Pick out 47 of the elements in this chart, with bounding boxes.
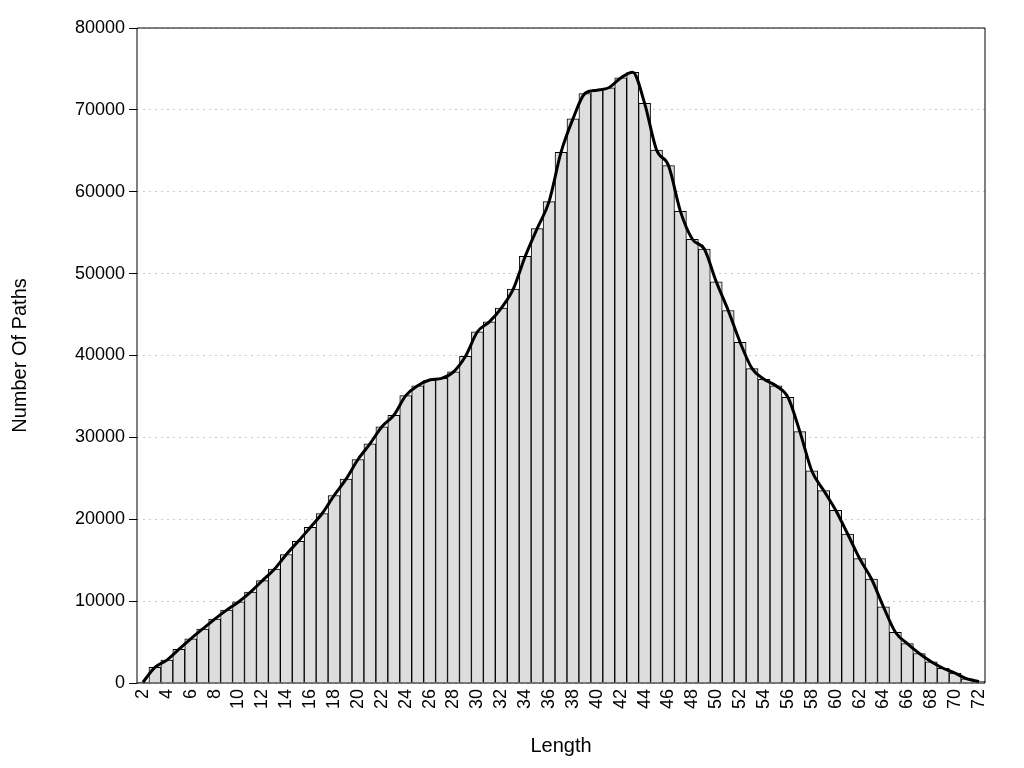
y-tick-label: 30000 xyxy=(74,426,125,447)
x-tick-label: 8 xyxy=(203,689,224,700)
x-tick-label: 58 xyxy=(800,689,821,710)
y-tick-label: 10000 xyxy=(74,590,125,611)
x-tick-label: 30 xyxy=(466,689,487,710)
y-tick-label: 20000 xyxy=(74,508,125,529)
x-tick-label: 46 xyxy=(657,689,678,710)
x-tick-label: 50 xyxy=(705,689,726,710)
x-tick-label: 20 xyxy=(346,689,367,710)
y-tick-label: 80000 xyxy=(74,16,125,37)
x-tick-label: 12 xyxy=(251,689,272,710)
x-tick-label: 18 xyxy=(323,689,344,710)
x-tick-label: 24 xyxy=(394,689,415,710)
y-tick-label: 0 xyxy=(114,671,125,692)
x-tick-label: 2 xyxy=(131,689,152,700)
y-tick-label: 40000 xyxy=(74,344,125,365)
x-axis-title: Length xyxy=(530,733,592,756)
y-tick-label: 50000 xyxy=(74,262,125,283)
x-tick-label: 16 xyxy=(299,689,320,710)
x-tick-label: 60 xyxy=(824,689,845,710)
x-tick-label: 28 xyxy=(442,689,463,710)
x-tick-label: 44 xyxy=(633,689,654,710)
y-tick-label: 60000 xyxy=(74,180,125,201)
x-tick-label: 4 xyxy=(155,689,176,700)
x-tick-label: 42 xyxy=(609,689,630,710)
x-tick-label: 10 xyxy=(227,689,248,710)
x-tick-label: 38 xyxy=(561,689,582,710)
x-tick-label: 22 xyxy=(370,689,391,710)
x-tick-label: 66 xyxy=(896,689,917,710)
x-tick-label: 32 xyxy=(490,689,511,710)
x-tick-label: 68 xyxy=(920,689,941,710)
x-tick-label: 14 xyxy=(275,689,296,710)
x-tick-label: 72 xyxy=(968,689,988,710)
x-tick-label: 56 xyxy=(776,689,797,710)
x-tick-label: 64 xyxy=(872,689,893,710)
x-tick-label: 36 xyxy=(538,689,559,710)
x-tick-label: 54 xyxy=(753,689,774,710)
x-tick-label: 40 xyxy=(585,689,606,710)
x-tick-label: 26 xyxy=(418,689,439,710)
x-tick-label: 52 xyxy=(729,689,750,710)
x-tick-label: 70 xyxy=(944,689,965,710)
x-tick-label: 34 xyxy=(514,689,535,710)
x-tick-label: 48 xyxy=(681,689,702,710)
x-tick-label: 62 xyxy=(848,689,869,710)
x-tick-label: 6 xyxy=(179,689,200,700)
y-axis-title: Number Of Paths xyxy=(7,278,30,433)
y-tick-label: 70000 xyxy=(74,98,125,119)
